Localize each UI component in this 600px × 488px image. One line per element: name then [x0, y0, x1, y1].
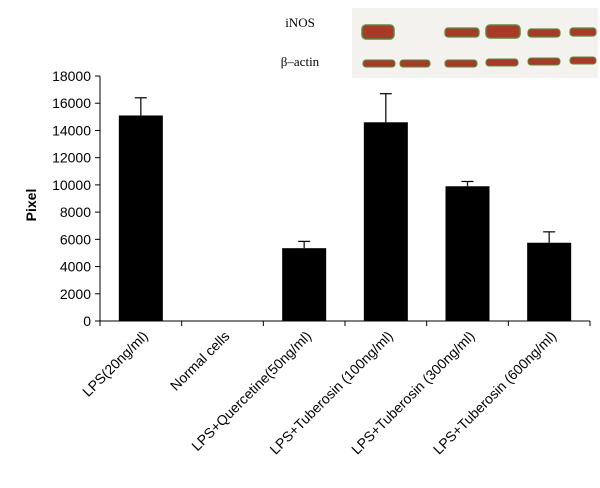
error-bar [543, 231, 556, 243]
y-tick-label: 16000 [52, 95, 91, 111]
error-bar [379, 93, 392, 123]
error-bar [461, 180, 474, 187]
y-tick-label: 0 [83, 313, 91, 329]
x-tick-label: LPS(20ng/ml) [79, 328, 151, 400]
error-bar [134, 97, 147, 116]
error-bar [298, 240, 311, 249]
y-tick-label: 10000 [52, 177, 91, 193]
blot-image [352, 8, 598, 78]
bar [527, 242, 572, 321]
y-tick-label: 2000 [60, 286, 91, 302]
bar [445, 186, 490, 321]
blot-label: iNOS [285, 15, 315, 30]
bar [363, 122, 408, 322]
y-tick-label: 8000 [60, 204, 91, 220]
y-tick-label: 4000 [60, 259, 91, 275]
y-axis-label: Pixel [23, 189, 39, 222]
y-tick-label: 18000 [52, 68, 91, 84]
y-tick-label: 6000 [60, 231, 91, 247]
y-tick-label: 12000 [52, 150, 91, 166]
y-tick-label: 14000 [52, 122, 91, 138]
blot-label: β–actin [281, 54, 320, 69]
bar [118, 115, 163, 321]
x-tick-label: Normal cells [167, 328, 233, 394]
bar [282, 248, 327, 321]
